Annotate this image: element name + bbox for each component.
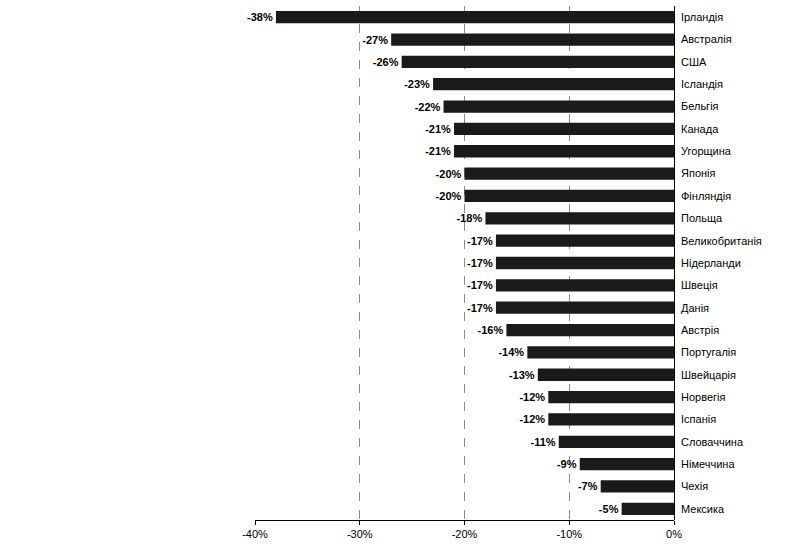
svg-text:-5%: -5% — [599, 503, 619, 515]
svg-text:Норвегія: Норвегія — [681, 391, 725, 403]
svg-text:-21%: -21% — [425, 145, 451, 157]
svg-text:-22%: -22% — [415, 101, 441, 113]
svg-text:-17%: -17% — [467, 257, 493, 269]
svg-text:Фінляндія: Фінляндія — [681, 190, 731, 202]
svg-text:-12%: -12% — [519, 391, 545, 403]
svg-text:Словаччина: Словаччина — [681, 436, 744, 448]
svg-text:Португалія: Португалія — [681, 346, 736, 358]
svg-text:Іспанія: Іспанія — [681, 413, 716, 425]
svg-text:-30%: -30% — [347, 528, 373, 540]
svg-text:0%: 0% — [666, 528, 682, 540]
svg-text:-23%: -23% — [404, 78, 430, 90]
svg-text:Австрія: Австрія — [681, 324, 719, 336]
svg-text:-20%: -20% — [436, 168, 462, 180]
svg-text:-18%: -18% — [457, 212, 483, 224]
svg-text:-20%: -20% — [436, 190, 462, 202]
svg-text:Швеція: Швеція — [681, 279, 718, 291]
svg-text:-40%: -40% — [242, 528, 268, 540]
svg-text:Данія: Данія — [681, 302, 709, 314]
svg-text:Німеччина: Німеччина — [681, 458, 735, 470]
svg-text:-14%: -14% — [498, 346, 524, 358]
svg-text:Ісландія: Ісландія — [681, 78, 723, 90]
svg-text:Канада: Канада — [681, 123, 719, 135]
svg-text:-21%: -21% — [425, 123, 451, 135]
svg-text:-13%: -13% — [509, 369, 535, 381]
svg-text:Угорщина: Угорщина — [681, 145, 732, 157]
svg-text:Австралія: Австралія — [681, 33, 732, 45]
svg-text:Нідерланди: Нідерланди — [681, 257, 741, 269]
svg-text:-27%: -27% — [362, 34, 388, 46]
svg-text:-9%: -9% — [557, 458, 577, 470]
svg-text:Бельгія: Бельгія — [681, 100, 719, 112]
svg-text:-38%: -38% — [247, 11, 273, 23]
svg-text:-16%: -16% — [478, 324, 504, 336]
svg-text:Польща: Польща — [681, 212, 723, 224]
svg-text:-20%: -20% — [452, 528, 478, 540]
svg-text:Японія: Японія — [681, 167, 716, 179]
svg-text:Великобританія: Великобританія — [681, 235, 762, 247]
svg-text:-17%: -17% — [467, 279, 493, 291]
svg-text:-17%: -17% — [467, 235, 493, 247]
svg-text:Ірландія: Ірландія — [681, 11, 723, 23]
svg-text:-26%: -26% — [373, 56, 399, 68]
svg-text:-12%: -12% — [519, 413, 545, 425]
svg-text:-11%: -11% — [530, 436, 555, 448]
svg-text:-17%: -17% — [467, 302, 493, 314]
svg-text:США: США — [681, 56, 707, 68]
svg-text:Швейцарія: Швейцарія — [681, 369, 736, 381]
svg-text:-7%: -7% — [578, 480, 598, 492]
svg-text:Чехія: Чехія — [681, 480, 708, 492]
svg-text:-10%: -10% — [556, 528, 582, 540]
svg-text:Мексика: Мексика — [681, 503, 725, 515]
